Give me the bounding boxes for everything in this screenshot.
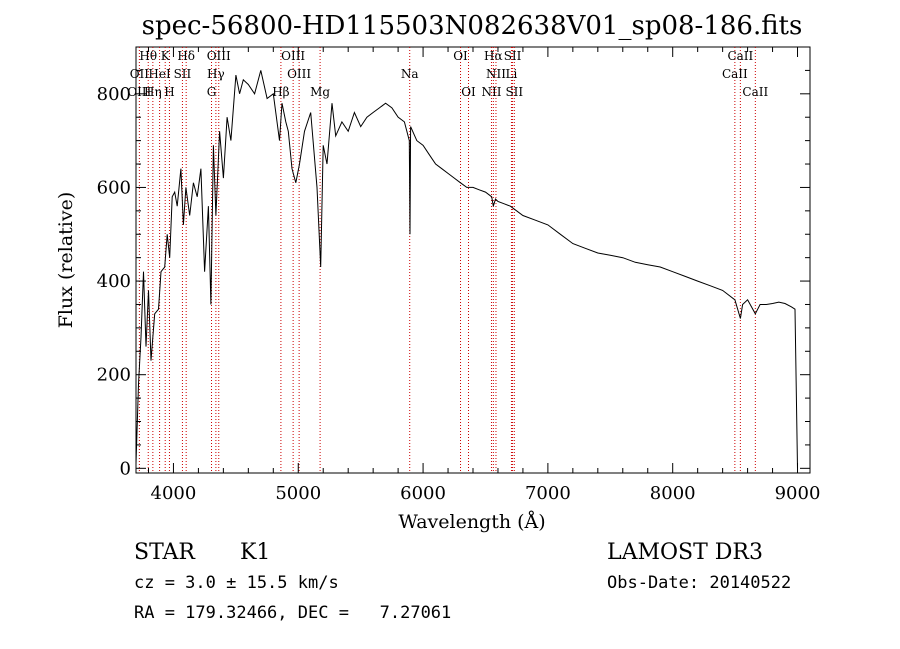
spectral-line-label: K bbox=[161, 49, 171, 63]
redshift-velocity: cz = 3.0 ± 15.5 km/s bbox=[134, 573, 339, 593]
spectral-line-label: OIII bbox=[127, 85, 151, 99]
spectral-line-label: Hδ bbox=[177, 49, 195, 63]
y-tick-label: 0 bbox=[120, 458, 131, 479]
spectral-line-label: OIII bbox=[281, 49, 305, 63]
spectral-line-label: NII bbox=[486, 67, 506, 81]
y-tick-label: 200 bbox=[97, 365, 131, 386]
y-tick-label: 600 bbox=[97, 177, 131, 198]
y-axis-label: Flux (relative) bbox=[55, 192, 77, 329]
spectral-line-markers bbox=[138, 47, 756, 473]
spectral-line-label: H bbox=[164, 85, 174, 99]
spectral-line-label: OIII bbox=[207, 49, 231, 63]
x-tick-label: 4000 bbox=[151, 483, 197, 504]
spectral-line-label: OI bbox=[461, 85, 476, 99]
observation-date: Obs-Date: 20140522 bbox=[607, 573, 792, 593]
spectral-line-label: SII bbox=[505, 85, 523, 99]
spectral-line-label: OIII bbox=[287, 67, 311, 81]
spectral-line-label: Li bbox=[506, 67, 518, 81]
spectral-line-label: Na bbox=[401, 67, 419, 81]
spectral-line-label: Hα bbox=[484, 49, 503, 63]
spectral-line-label: Mg bbox=[310, 85, 330, 99]
spectrum-series-line bbox=[135, 70, 798, 469]
x-tick-label: 8000 bbox=[650, 483, 696, 504]
chart-title: spec-56800-HD115503N082638V01_sp08-186.f… bbox=[142, 11, 803, 41]
spectral-line-label: HeI bbox=[148, 67, 171, 81]
x-axis-label: Wavelength (Å) bbox=[398, 511, 545, 533]
x-tick-label: 9000 bbox=[775, 483, 821, 504]
spectral-subclass: K1 bbox=[240, 540, 271, 565]
x-tick-label: 6000 bbox=[400, 483, 446, 504]
spectral-line-label: NII bbox=[481, 85, 501, 99]
y-axis-ticks: 0 200 400 600 800 bbox=[97, 69, 810, 479]
spectral-line-label: G bbox=[207, 85, 217, 99]
x-tick-label: 5000 bbox=[275, 483, 321, 504]
spectral-line-label: SII bbox=[174, 67, 192, 81]
x-tick-label: 7000 bbox=[525, 483, 571, 504]
spectral-line-label: OI bbox=[453, 49, 468, 63]
y-tick-label: 400 bbox=[97, 271, 131, 292]
spectral-line-label: SII bbox=[504, 49, 522, 63]
spectral-line-label: Hθ bbox=[139, 49, 157, 63]
ra-dec-coordinates: RA = 179.32466, DEC = 7.27061 bbox=[134, 603, 452, 623]
spectral-line-label: Hβ bbox=[272, 85, 289, 99]
object-class: STAR bbox=[134, 540, 195, 565]
spectral-line-label: Hη bbox=[144, 85, 162, 99]
survey-label: LAMOST DR3 bbox=[607, 540, 763, 565]
x-axis-ticks: 4000 5000 6000 7000 8000 9000 bbox=[147, 47, 821, 504]
spectral-line-label: OII bbox=[130, 67, 150, 81]
y-tick-label: 800 bbox=[97, 84, 131, 105]
spectral-line-label: CaII bbox=[727, 49, 753, 63]
plot-frame bbox=[135, 46, 811, 474]
spectral-line-label: Hγ bbox=[207, 67, 225, 81]
spectral-line-label: CaII bbox=[742, 85, 768, 99]
spectral-line-label: CaII bbox=[722, 67, 748, 81]
